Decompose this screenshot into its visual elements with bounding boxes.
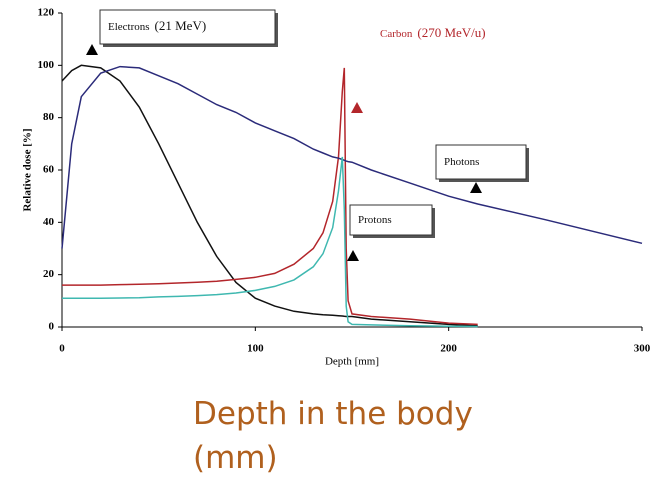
- x-tick-label: 300: [634, 343, 651, 355]
- arrow: [351, 102, 363, 113]
- y-tick-label: 100: [38, 59, 55, 71]
- y-tick-label: 20: [43, 268, 55, 280]
- series-note: (270 MeV/u): [417, 25, 485, 40]
- x-axis-label: Depth [mm]: [325, 356, 379, 368]
- series-label: Photons: [444, 156, 479, 168]
- y-axis-label: Relative dose [%]: [22, 128, 34, 211]
- caption: Depth in the body (mm): [193, 396, 473, 476]
- y-tick-label: 0: [49, 321, 55, 333]
- series-name: Protons: [358, 214, 392, 226]
- x-tick-label: 0: [59, 343, 65, 355]
- label-box: [99, 9, 276, 45]
- series-note: (21 MeV): [155, 18, 207, 33]
- chart: Relative dose [%] Depth [mm] 0 20 40 60 80 10…: [22, 7, 651, 368]
- y-tick-label: 80: [43, 111, 55, 123]
- arrow: [470, 182, 482, 193]
- label-box: [349, 204, 433, 236]
- y-tick-label: 40: [43, 216, 55, 228]
- series-label: Carbon (270 MeV/u): [380, 25, 486, 40]
- line-2: [61, 65, 643, 249]
- y-tick-label: 120: [38, 7, 55, 19]
- series-name: Photons: [444, 156, 479, 168]
- series-name: Carbon: [380, 28, 413, 40]
- series-label: Protons: [358, 214, 392, 226]
- label-box: [435, 144, 527, 180]
- line-0: [61, 64, 478, 327]
- arrow: [86, 44, 98, 55]
- series-name: Electrons: [108, 21, 150, 33]
- series-label: Electrons (21 MeV): [108, 18, 206, 33]
- line-1: [62, 67, 478, 326]
- x-tick-label: 200: [440, 343, 457, 355]
- line-3: [62, 156, 478, 328]
- y-tick-label: 60: [43, 164, 55, 176]
- arrow: [347, 250, 359, 261]
- x-tick-label: 100: [247, 343, 264, 355]
